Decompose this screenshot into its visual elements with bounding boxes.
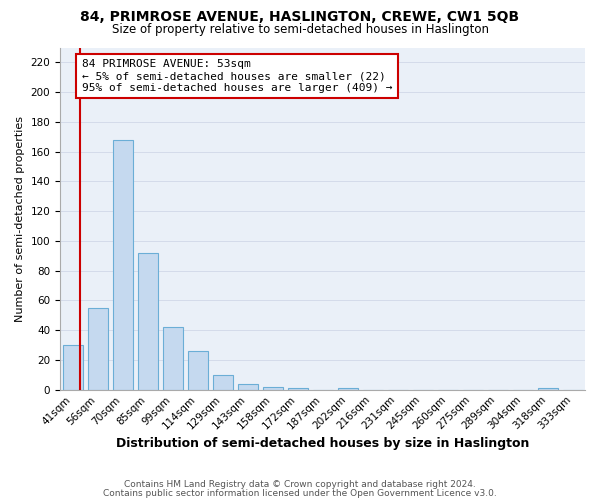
- Bar: [62, 345, 83, 390]
- Bar: [338, 388, 358, 390]
- Bar: [88, 308, 107, 390]
- Bar: [263, 386, 283, 390]
- Text: Contains HM Land Registry data © Crown copyright and database right 2024.: Contains HM Land Registry data © Crown c…: [124, 480, 476, 489]
- Bar: [163, 327, 182, 390]
- Bar: [137, 253, 158, 390]
- Text: Contains public sector information licensed under the Open Government Licence v3: Contains public sector information licen…: [103, 488, 497, 498]
- Bar: [188, 351, 208, 390]
- Bar: [287, 388, 308, 390]
- Bar: [238, 384, 257, 390]
- Text: 84, PRIMROSE AVENUE, HASLINGTON, CREWE, CW1 5QB: 84, PRIMROSE AVENUE, HASLINGTON, CREWE, …: [80, 10, 520, 24]
- X-axis label: Distribution of semi-detached houses by size in Haslington: Distribution of semi-detached houses by …: [116, 437, 529, 450]
- Text: Size of property relative to semi-detached houses in Haslington: Size of property relative to semi-detach…: [112, 22, 488, 36]
- Bar: [113, 140, 133, 390]
- Bar: [212, 375, 233, 390]
- Text: 84 PRIMROSE AVENUE: 53sqm
← 5% of semi-detached houses are smaller (22)
95% of s: 84 PRIMROSE AVENUE: 53sqm ← 5% of semi-d…: [82, 60, 392, 92]
- Bar: [538, 388, 557, 390]
- Y-axis label: Number of semi-detached properties: Number of semi-detached properties: [15, 116, 25, 322]
